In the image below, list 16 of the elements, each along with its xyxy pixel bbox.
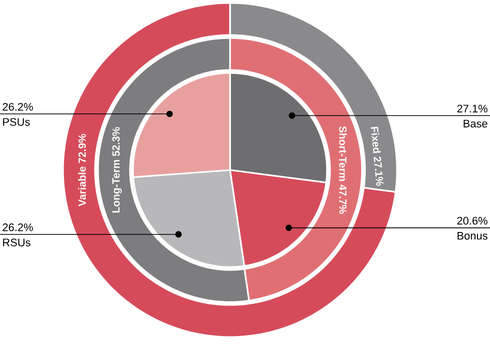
data-label: 26.2% — [2, 102, 33, 111]
slice-label: Fixed — [370, 126, 381, 154]
data-label: 26.2% — [2, 223, 33, 232]
slice-label: PSUs — [3, 118, 30, 126]
slice-label: Base — [464, 120, 488, 128]
data-label: 27.1% — [457, 104, 488, 112]
slice-label: Variable — [78, 166, 86, 206]
data-label: 52.3% — [112, 127, 120, 156]
slice-label: Long-Term — [112, 160, 122, 212]
data-label: 47.7% — [339, 184, 347, 214]
slice-label: Bonus — [458, 232, 488, 240]
data-label: 72.9% — [78, 134, 86, 163]
data-label: 27.1% — [374, 156, 384, 186]
slice-label: Short-Term — [339, 126, 347, 181]
slice-label: RSUs — [3, 238, 30, 246]
data-label: 20.6% — [457, 216, 488, 225]
